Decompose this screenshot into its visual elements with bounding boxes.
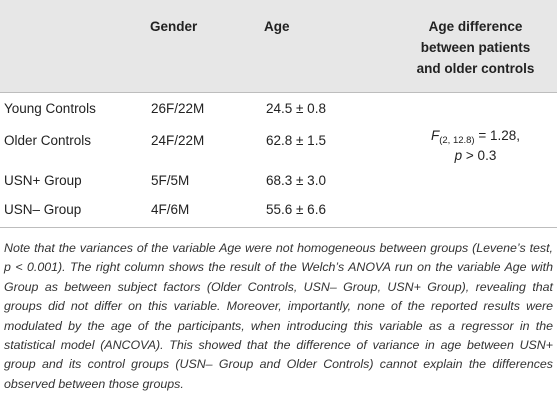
row-group-label: USN+ Group: [4, 173, 82, 188]
row-gender-value: 26F/22M: [151, 101, 205, 116]
degrees-of-freedom: (2, 12.8): [439, 135, 475, 146]
row-age-value: 62.8 ± 1.5: [266, 133, 326, 148]
f-symbol: F: [430, 128, 440, 143]
table-footnote: Note that the variances of the variable …: [4, 241, 553, 391]
welch-anova-f-statistic: F(2, 12.8) = 1.28,: [388, 126, 557, 151]
row-gender-value: 5F/5M: [151, 173, 190, 188]
welch-anova-p-value: p > 0.3: [388, 146, 557, 166]
header-rule: [0, 92, 557, 93]
f-value: = 1.28,: [474, 128, 521, 143]
demographics-table: Gender Age Age difference between patien…: [0, 0, 557, 228]
row-age-value: 55.6 ± 6.6: [266, 202, 326, 217]
header-age-difference: Age difference between patients and olde…: [416, 19, 535, 76]
p-value: > 0.3: [462, 148, 497, 163]
row-group-label: USN– Group: [4, 202, 82, 217]
row-gender-value: 24F/22M: [151, 133, 205, 148]
table-header: Gender Age Age difference between patien…: [0, 0, 557, 92]
p-symbol: p: [454, 148, 463, 163]
row-group-label: Young Controls: [4, 101, 96, 116]
row-age-value: 68.3 ± 3.0: [266, 173, 326, 188]
row-gender-value: 4F/6M: [151, 202, 190, 217]
table-bottom-rule: [0, 227, 557, 228]
row-group-label: Older Controls: [4, 133, 92, 148]
row-age-value: 24.5 ± 0.8: [266, 101, 326, 116]
header-age: Age: [264, 19, 290, 34]
header-gender: Gender: [150, 19, 198, 34]
